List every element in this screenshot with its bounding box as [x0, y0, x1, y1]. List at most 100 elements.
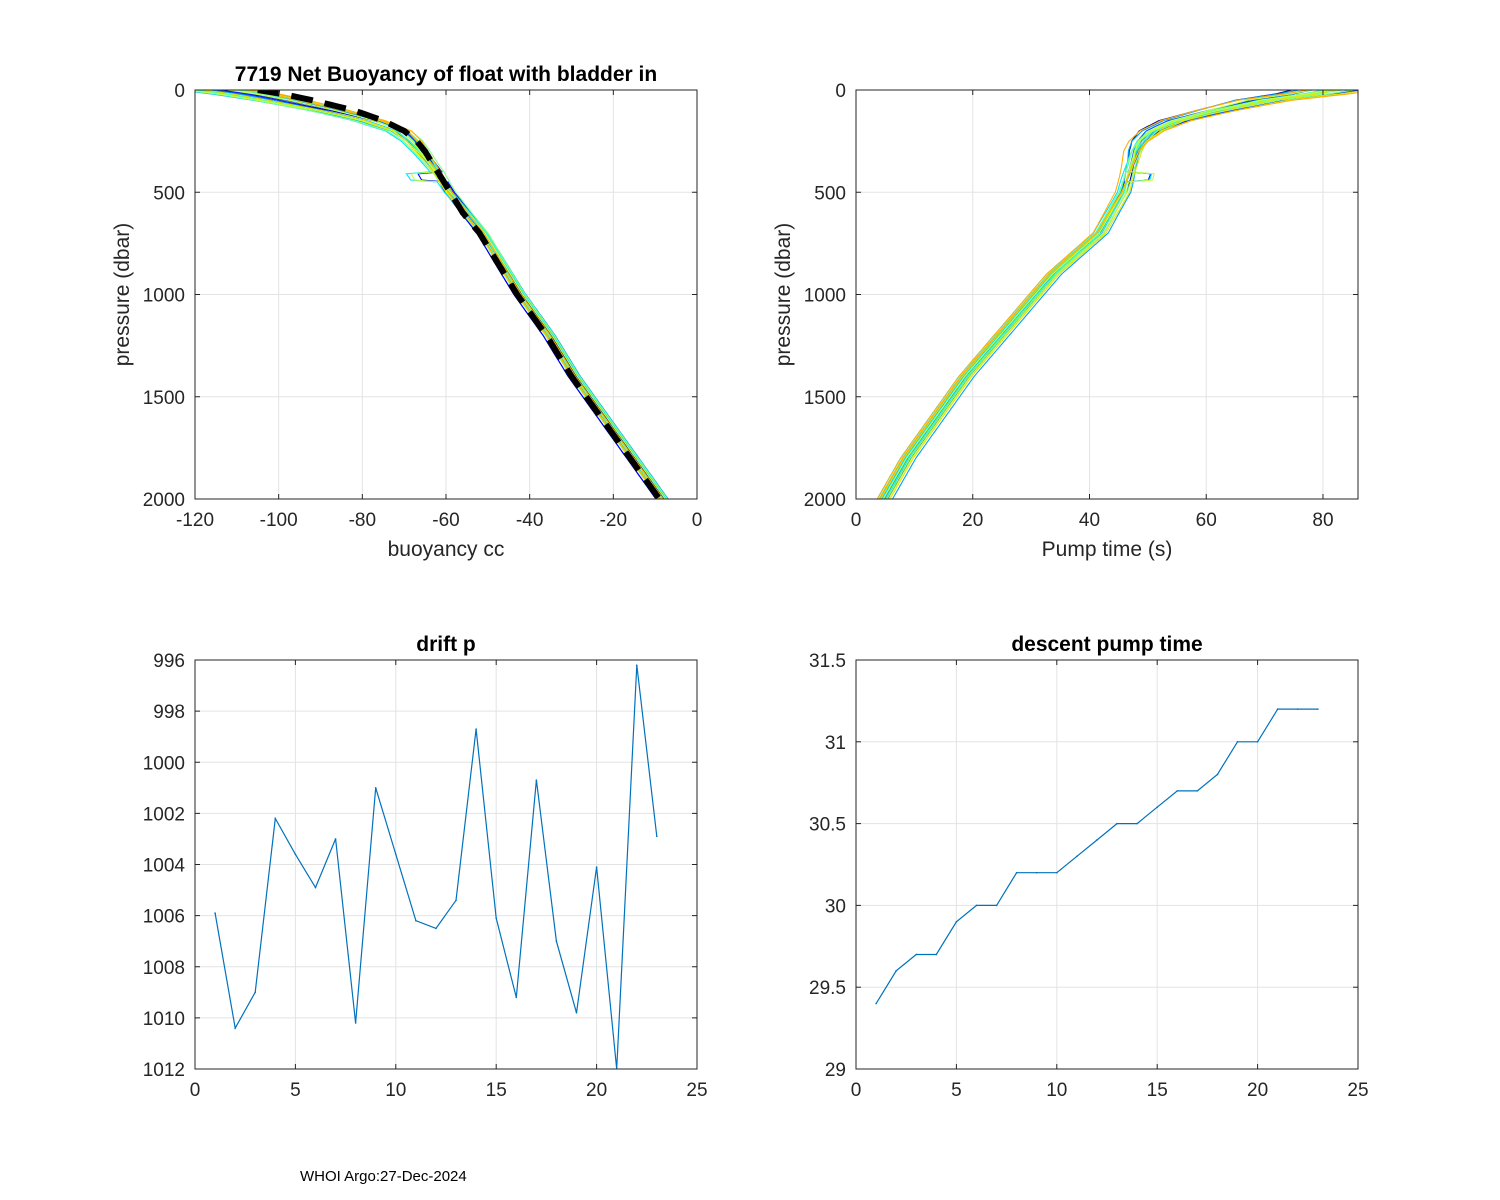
data-point — [395, 853, 397, 856]
data-point — [1196, 790, 1199, 792]
x-tick-label: 15 — [1147, 1080, 1168, 1101]
data-point — [935, 953, 938, 956]
chart-title: 7719 Net Buoyancy of float with bladder … — [235, 63, 657, 86]
data-point — [1116, 822, 1118, 825]
data-point — [214, 912, 216, 914]
x-tick-label: -20 — [600, 510, 627, 531]
x-tick-label: 0 — [851, 1080, 862, 1101]
y-tick-label: 1006 — [143, 907, 185, 928]
y-tick-label: 2000 — [804, 490, 846, 511]
data-point — [274, 817, 277, 820]
profile-line — [886, 90, 1355, 499]
data-point — [314, 886, 317, 889]
plot-frame — [855, 659, 1359, 1070]
data-point — [1156, 806, 1158, 809]
data-point — [1236, 741, 1239, 743]
data-point — [495, 917, 498, 919]
series-group — [214, 664, 658, 1069]
x-tick-label: 10 — [385, 1080, 406, 1101]
y-tick-label: 2000 — [143, 490, 185, 511]
x-tick-label: 0 — [190, 1080, 201, 1101]
series-line — [875, 708, 1318, 1004]
x-tick-label: 20 — [586, 1080, 607, 1101]
y-tick-label: 1008 — [143, 958, 185, 979]
series-group — [195, 90, 669, 499]
profile-line — [244, 90, 668, 499]
data-point — [1096, 839, 1098, 841]
data-point — [1276, 708, 1279, 710]
pump-time-panel: 0 20 40 60 80 0 500 1000 1500 2000 Pump time (s) pr… — [772, 81, 1359, 561]
data-point — [875, 1002, 877, 1005]
x-tick-label: 25 — [1347, 1080, 1368, 1101]
data-point — [535, 779, 538, 781]
data-point — [995, 904, 998, 907]
descent-pump-time-panel: 0 5 10 15 20 25 29 29.5 30 30.5 31 31.5 descent pump… — [809, 633, 1369, 1101]
y-tick-label: 998 — [153, 702, 185, 723]
data-point — [1035, 871, 1038, 874]
y-tick-label: 996 — [153, 651, 185, 672]
x-tick-label: -60 — [432, 510, 459, 531]
data-point — [975, 904, 978, 907]
y-tick-label: 30 — [825, 896, 846, 917]
data-point — [334, 838, 337, 840]
profile-line — [195, 90, 666, 499]
data-point — [1216, 773, 1219, 776]
y-tick-label: 30.5 — [809, 815, 846, 836]
profile-line — [880, 90, 1358, 499]
data-point — [455, 899, 457, 902]
data-point — [415, 919, 417, 922]
data-point — [1317, 708, 1319, 710]
data-point — [555, 940, 558, 942]
x-tick-label: 5 — [951, 1080, 962, 1101]
y-tick-label: 29 — [825, 1060, 846, 1081]
profile-line — [882, 90, 1330, 499]
y-axis-label: pressure (dbar) — [772, 223, 795, 367]
drift-pressure-panel: 0 5 10 15 20 25 996 998 1000 1002 1004 1006 1008 1010… — [143, 633, 708, 1101]
y-tick-label: 29.5 — [809, 978, 846, 999]
data-point — [515, 996, 518, 999]
x-tick-label: 10 — [1046, 1080, 1067, 1101]
chart-title: descent pump time — [1011, 633, 1202, 656]
x-axis-label: buoyancy cc — [388, 538, 505, 561]
data-point — [1056, 871, 1058, 874]
data-point — [475, 728, 477, 730]
data-point — [1015, 871, 1018, 874]
x-tick-label: 80 — [1312, 510, 1333, 531]
data-point — [374, 787, 377, 789]
profile-line — [876, 90, 1308, 499]
y-tick-label: 1010 — [143, 1009, 185, 1030]
data-point — [254, 991, 257, 994]
data-point — [1136, 822, 1138, 825]
footer-stamp: WHOI Argo:27-Dec-2024 — [300, 1168, 467, 1185]
data-point — [1296, 708, 1299, 710]
x-tick-label: 20 — [1247, 1080, 1268, 1101]
x-tick-label: 40 — [1079, 510, 1100, 531]
x-tick-label: -40 — [516, 510, 543, 531]
y-tick-label: 1000 — [143, 286, 185, 307]
profile-line — [879, 92, 1358, 499]
y-tick-label: 1012 — [143, 1060, 185, 1081]
data-point — [955, 920, 958, 923]
data-point — [915, 953, 918, 956]
data-point — [575, 1011, 578, 1014]
y-tick-label: 1000 — [143, 753, 185, 774]
data-point — [595, 866, 598, 868]
data-point — [1076, 855, 1078, 858]
y-tick-label: 1004 — [143, 856, 186, 877]
profile-line — [889, 90, 1338, 499]
x-tick-label: -80 — [349, 510, 376, 531]
series-group — [876, 90, 1358, 499]
x-tick-label: -120 — [176, 510, 214, 531]
x-tick-label: -100 — [260, 510, 298, 531]
y-tick-label: 0 — [835, 81, 846, 102]
profile-line — [888, 90, 1312, 499]
data-point — [1256, 741, 1259, 743]
data-point — [234, 1027, 236, 1029]
x-axis-label: Pump time (s) — [1042, 538, 1173, 561]
y-tick-label: 500 — [153, 183, 185, 204]
data-point — [895, 970, 897, 972]
chart-title: drift p — [416, 633, 475, 656]
x-tick-label: 25 — [686, 1080, 707, 1101]
mean-profile-line — [257, 90, 662, 499]
